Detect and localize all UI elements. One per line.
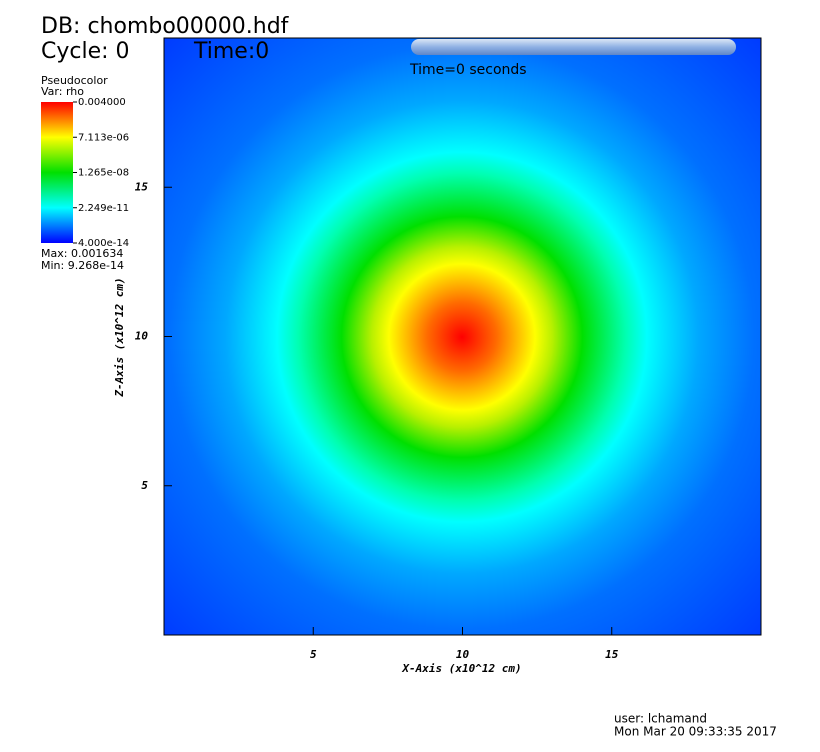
variable: Var: rho — [41, 85, 84, 98]
cycle-label: Cycle: 0 — [41, 39, 130, 64]
y-tick-label: 15 — [135, 180, 149, 193]
y-axis-title: Z-Axis (x10^12 cm) — [113, 277, 126, 397]
colorbar-tick-label: 4.000e-14 — [78, 238, 129, 249]
x-tick-label: 15 — [605, 648, 619, 661]
y-tick-label: 5 — [141, 479, 148, 492]
min-label: Min: 9.268e-14 — [41, 259, 124, 272]
colorbar-tick-label: 0.004000 — [78, 97, 126, 108]
date-label: Mon Mar 20 09:33:35 2017 — [614, 725, 777, 739]
colorbar-tick-label: 7.113e-06 — [78, 132, 129, 143]
db-label: DB: chombo00000.hdf — [41, 14, 290, 39]
time-annotation: Time=0 seconds — [409, 62, 527, 78]
time-label: Time:0 — [193, 39, 269, 64]
colorbar-tick-label: 1.265e-08 — [78, 167, 129, 178]
time-slider — [411, 39, 736, 55]
user-label: user: lchamand — [614, 712, 707, 726]
x-tick-label: 10 — [456, 648, 470, 661]
x-tick-label: 5 — [310, 648, 317, 661]
colorbar — [41, 102, 73, 243]
x-axis-title: X-Axis (x10^12 cm) — [401, 662, 521, 675]
y-tick-label: 10 — [135, 330, 149, 343]
colorbar-tick-label: 2.249e-11 — [78, 203, 129, 214]
pseudocolor-field — [164, 38, 761, 635]
max-label: Max: 0.001634 — [41, 247, 123, 260]
plot-name: Pseudocolor — [41, 74, 108, 87]
